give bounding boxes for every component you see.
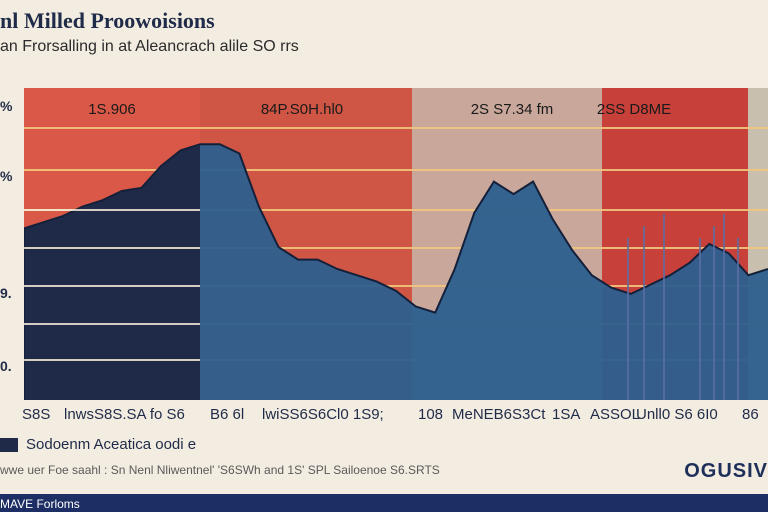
legend-swatch	[0, 437, 18, 452]
x-tick-label: B6 6l	[210, 406, 245, 423]
footer-bar: MAVE Forloms	[0, 494, 768, 512]
x-tick-label: 86	[742, 406, 759, 423]
x-tick-label: lwiSS6S6Cl0 1S9;	[262, 406, 384, 423]
chart-subtitle: an Frorsalling in at Aleancrach alile SO…	[0, 38, 299, 55]
x-tick-label: 108	[418, 406, 444, 423]
x-tick-label: ASSOL	[590, 406, 641, 423]
y-tick-label: 0.	[0, 358, 12, 374]
band-label: 84P.S0H.hl0	[261, 101, 343, 118]
chart-plot: 1S.906 84P.S0H.hl0 2S S7.34 fm 2SS D8ME	[24, 88, 768, 400]
band-label: 2S S7.34 fm	[471, 101, 554, 118]
x-tick-label: 1SA	[552, 406, 581, 423]
y-tick-label: 9.	[0, 285, 12, 301]
legend: Sodoenm Aceatica oodi e	[0, 436, 196, 453]
band-label: 1S.906	[88, 101, 136, 118]
legend-label: Sodoenm Aceatica oodi e	[26, 436, 197, 453]
y-tick-label: %	[0, 98, 13, 114]
y-tick-label: %	[0, 168, 13, 184]
x-tick-label: MeNEB6S3Ct	[452, 406, 546, 423]
x-tick-label: S8S	[22, 406, 51, 423]
x-tick-label: Unll0 S6 6I0	[636, 406, 718, 423]
footer-text: MAVE Forloms	[0, 497, 80, 511]
band-label: 2SS D8ME	[597, 101, 671, 118]
area-series	[24, 144, 768, 400]
brand-logo-text: OGUSIV	[684, 460, 768, 482]
x-tick-label: lnwsS8S.SA fo S6	[64, 406, 185, 423]
footnote: wwe uer Foe saahl : Sn Nenl Nliwentnel' …	[0, 463, 440, 477]
area-series-dark-segment	[24, 144, 200, 400]
chart-title: nl Milled Proowoisions	[0, 8, 215, 33]
area-outline	[24, 143, 768, 400]
